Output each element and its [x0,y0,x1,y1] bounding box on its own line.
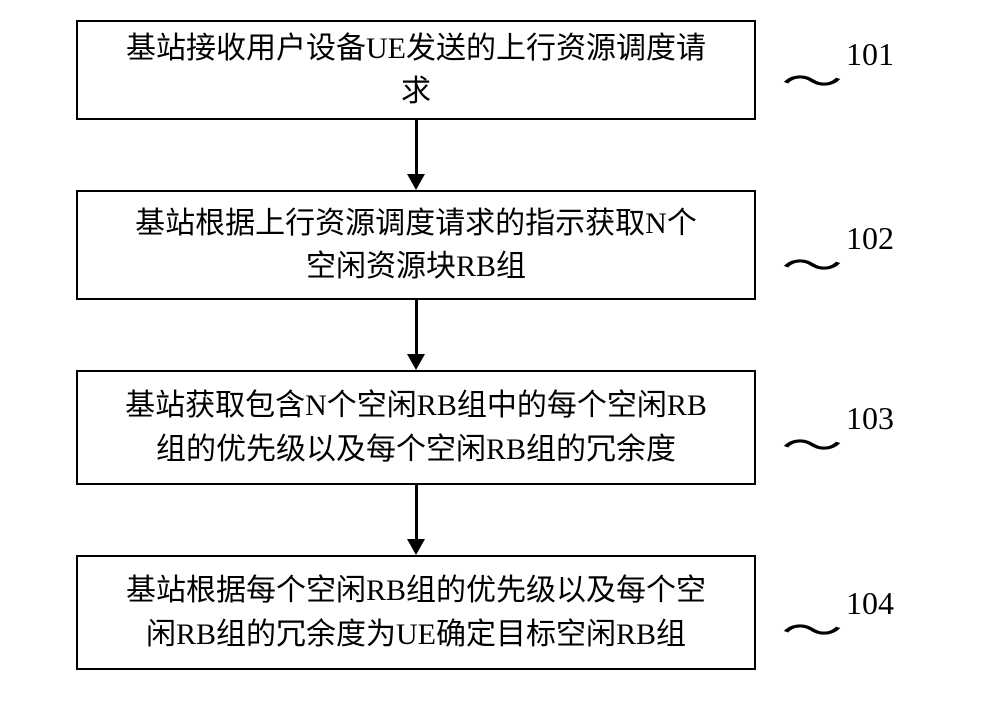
step-box-102: 基站根据上行资源调度请求的指示获取N个空闲资源块RB组 [76,190,756,300]
connector-tilde-102: 〜 [781,236,843,292]
step-label-103: 103 [846,400,894,437]
connector-tilde-103: 〜 [781,416,843,472]
step-label-102: 102 [846,220,894,257]
arrow-head-3 [407,539,425,555]
step-label-101: 101 [846,36,894,73]
step-text-102: 基站根据上行资源调度请求的指示获取N个空闲资源块RB组 [135,202,697,289]
connector-tilde-104: 〜 [781,601,843,657]
step-text-104: 基站根据每个空闲RB组的优先级以及每个空闲RB组的冗余度为UE确定目标空闲RB组 [126,569,706,656]
arrow-head-1 [407,174,425,190]
connector-tilde-101: 〜 [781,52,843,108]
step-text-103: 基站获取包含N个空闲RB组中的每个空闲RB组的优先级以及每个空闲RB组的冗余度 [125,384,707,471]
arrow-head-2 [407,354,425,370]
step-label-104: 104 [846,585,894,622]
step-text-101: 基站接收用户设备UE发送的上行资源调度请求 [126,27,706,114]
arrow-line-2 [415,300,418,354]
step-box-104: 基站根据每个空闲RB组的优先级以及每个空闲RB组的冗余度为UE确定目标空闲RB组 [76,555,756,670]
arrow-line-1 [415,120,418,174]
step-box-103: 基站获取包含N个空闲RB组中的每个空闲RB组的优先级以及每个空闲RB组的冗余度 [76,370,756,485]
arrow-line-3 [415,485,418,539]
flowchart-container: 基站接收用户设备UE发送的上行资源调度请求 〜 101 基站根据上行资源调度请求… [0,0,1000,712]
step-box-101: 基站接收用户设备UE发送的上行资源调度请求 [76,20,756,120]
